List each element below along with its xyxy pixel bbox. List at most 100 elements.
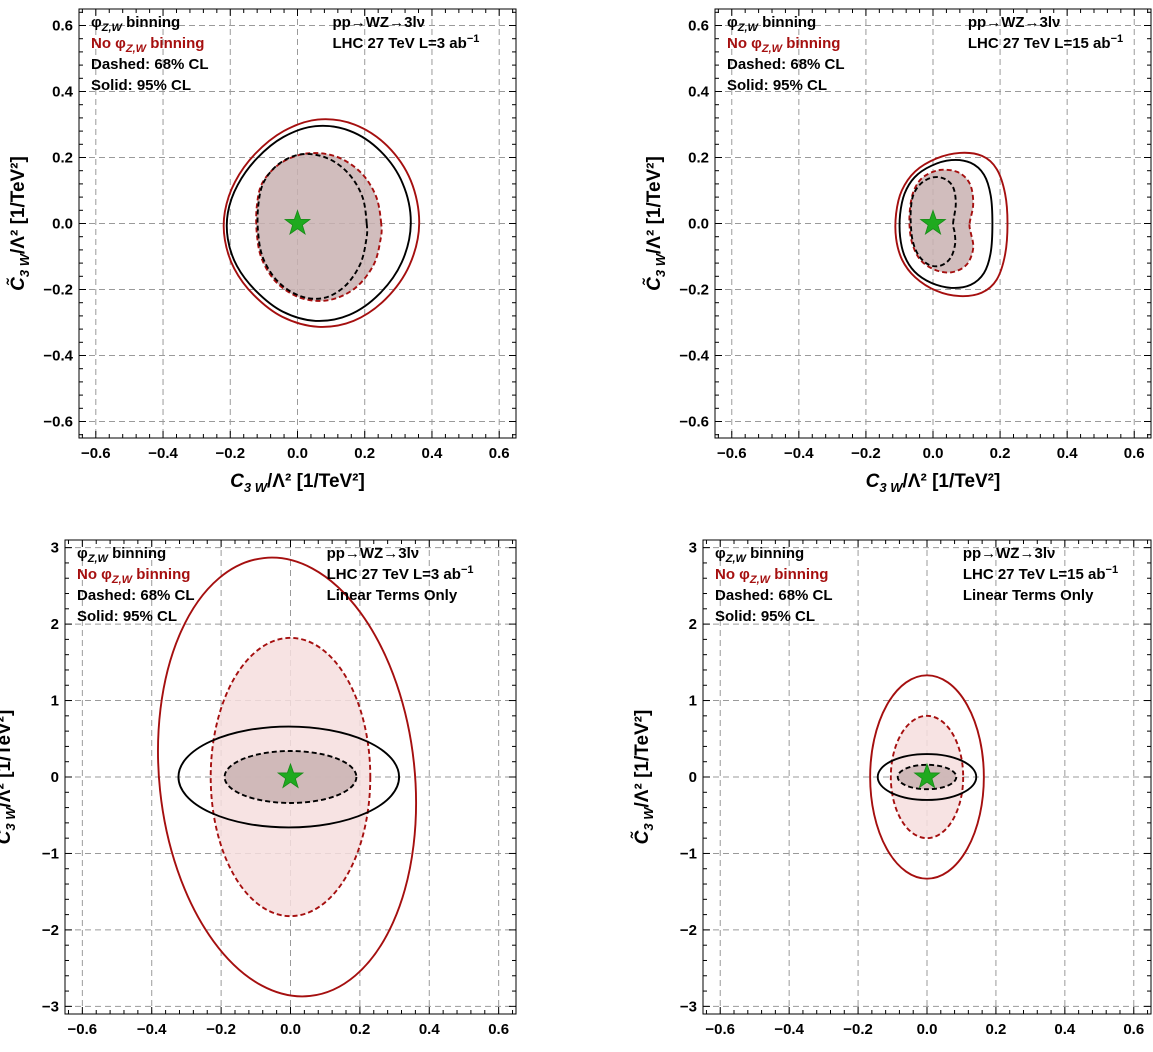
chart-panel-top-right: −0.6 −0.4 −0.2 0.0 0.2 0.4 0.6 −0.6 −0.4 −0.2 0.0 0… [642,8,1152,495]
x-tick-label: −0.6 [717,445,747,462]
y-tick-label: 0.0 [52,216,73,233]
y-tick-label: 2 [51,616,59,633]
legend-right: pp→WZ→3lν LHC 27 TeV L=15 ab−1 Linear Term… [963,545,1118,604]
y-tick-label: 3 [51,540,59,557]
contour-3 [256,153,369,300]
sm-star-marker [283,209,312,235]
x-tick-label: −0.2 [851,445,881,462]
contour-1 [898,159,994,289]
y-tick-label: 1 [51,693,59,710]
legend-entry: φZ,W binning [715,545,804,565]
chart-panel-bottom-right: −0.6−0.4−0.20.00.20.40.6−3−2−10123C3 W/Λ… [630,539,1152,1052]
y-tick-label: 1 [689,693,697,710]
contours [894,151,1009,298]
process-label: LHC 27 TeV L=3 ab−1 [327,564,474,583]
contour-1 [222,118,421,328]
x-tick-label: 0.6 [488,1021,509,1038]
y-tick-label: −0.2 [679,282,709,299]
y-tick-label: 0.6 [52,18,73,35]
process-label: LHC 27 TeV L=15 ab−1 [968,33,1123,52]
contours [222,118,421,328]
process-label: pp→WZ→3lν [332,14,425,31]
y-tick-label: −2 [680,922,697,939]
process-label: LHC 27 TeV L=3 ab−1 [332,33,479,52]
legend-entry: Dashed: 68% CL [77,587,195,604]
process-label: Linear Terms Only [963,587,1094,604]
x-tick-label: 0.6 [1124,445,1145,462]
contour-2 [876,753,978,801]
ticks [65,540,516,1014]
x-tick-label: −0.4 [784,445,814,462]
y-tick-label: 0.4 [52,84,74,101]
x-tick-label: 0.0 [923,445,944,462]
x-tick-label: 0.4 [1057,445,1079,462]
legend-entry: Dashed: 68% CL [715,587,833,604]
sm-star-marker [913,762,941,789]
legend-entry: φZ,W binning [727,14,816,34]
y-tick-label: −1 [680,845,697,862]
legend-entry: φZ,W binning [77,545,166,565]
x-tick-label: −0.2 [843,1021,873,1038]
legend-entry: Solid: 95% CL [715,608,815,625]
process-label: pp→WZ→3lν [327,545,420,562]
x-tick-label: −0.4 [137,1021,167,1038]
y-tick-label: −0.4 [43,348,73,365]
y-axis-label: C̃3 W/Λ² [1/TeV²] [6,156,32,291]
legend-entry: No φZ,W binning [77,566,190,586]
legend-entry: Solid: 95% CL [77,608,177,625]
x-tick-label: −0.6 [68,1021,98,1038]
x-axis-label: C3 W/Λ² [1/TeV²] [866,471,1001,495]
legend-entry: Dashed: 68% CL [91,56,209,73]
y-tick-label: 0.6 [688,18,709,35]
contour-3 [909,176,957,268]
x-tick-label: 0.2 [349,1021,370,1038]
ticks [79,9,516,438]
y-tick-label: −1 [42,845,59,862]
y-tick-label: 0.4 [688,84,710,101]
x-tick-label: 0.2 [990,445,1011,462]
process-label: Linear Terms Only [327,587,458,604]
y-tick-label: 0 [51,769,59,786]
y-tick-label: 0.2 [52,150,73,167]
x-tick-label: −0.2 [206,1021,236,1038]
x-tick-label: −0.2 [215,445,245,462]
process-label: LHC 27 TeV L=15 ab−1 [963,564,1118,583]
y-axis-label: C̃3 W/Λ² [1/TeV²] [630,710,656,845]
y-axis-label: C̃3 W/Λ² [1/TeV²] [0,710,18,845]
legend-right: pp→WZ→3lν LHC 27 TeV L=15 ab−1 [968,14,1123,52]
y-tick-label: −3 [680,998,697,1015]
y-tick-label: −0.6 [679,414,709,431]
x-tick-label: 0.0 [280,1021,301,1038]
y-tick-label: −0.4 [679,348,709,365]
x-axis-label: C3 W/Λ² [1/TeV²] [230,471,365,495]
x-tick-label: −0.4 [774,1021,804,1038]
ticks [715,9,1151,438]
x-tick-label: 0.4 [1054,1021,1076,1038]
chart-panel-top-left: −0.6 −0.4 −0.2 0.0 0.2 0.4 0.6 −0.6 −0.4 −0.2 0.0 0… [6,8,517,495]
y-tick-label: −0.6 [43,414,73,431]
chart-panel-bottom-left: −0.6−0.4−0.20.00.20.40.6−3−2−10123C3 W/Λ… [0,539,517,1052]
x-tick-label: −0.4 [148,445,178,462]
y-tick-label: −3 [42,998,59,1015]
x-tick-label: −0.6 [705,1021,735,1038]
x-tick-label: 0.2 [354,445,375,462]
y-tick-label: −2 [42,922,59,939]
y-tick-label: 2 [689,616,697,633]
y-tick-label: 0.0 [688,216,709,233]
y-tick-label: 0 [689,769,697,786]
contour-0 [225,124,412,322]
legend-entry: φZ,W binning [91,14,180,34]
sm-star-marker [276,762,305,789]
contour-2 [177,725,401,829]
contour-0 [157,556,418,998]
legend-entry: No φZ,W binning [91,35,204,55]
process-label: pp→WZ→3lν [968,14,1061,31]
process-label: pp→WZ→3lν [963,545,1056,562]
grid [715,9,1151,438]
contour-0 [869,674,985,880]
x-tick-label: 0.6 [1123,1021,1144,1038]
sm-star-marker [919,209,947,235]
